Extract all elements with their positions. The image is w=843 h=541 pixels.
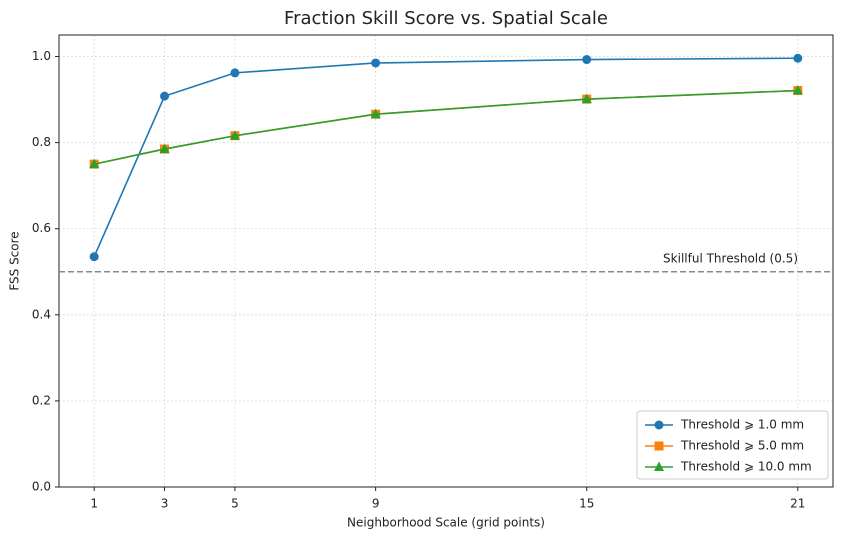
chart-title: Fraction Skill Score vs. Spatial Scale <box>284 8 608 29</box>
marker <box>89 252 99 262</box>
y-tick-label: 0.8 <box>32 135 51 149</box>
legend-marker <box>654 420 664 430</box>
marker <box>792 85 803 95</box>
legend-label: Threshold ⩾ 10.0 mm <box>680 460 812 474</box>
marker <box>230 68 240 78</box>
x-tick-label: 1 <box>90 497 98 511</box>
legend-marker <box>654 441 664 451</box>
marker <box>793 53 803 63</box>
x-axis-label: Neighborhood Scale (grid points) <box>347 516 545 530</box>
y-tick-label: 0.6 <box>32 221 51 235</box>
marker <box>89 158 100 169</box>
marker <box>582 55 592 65</box>
y-tick-label: 1.0 <box>32 49 51 63</box>
legend-label: Threshold ⩾ 1.0 mm <box>680 418 804 432</box>
y-tick-label: 0.4 <box>32 307 51 321</box>
marker <box>159 143 170 154</box>
legend-box <box>636 410 829 480</box>
plot-frame <box>58 34 834 488</box>
marker <box>160 91 170 101</box>
y-axis-label: FSS Score <box>8 231 22 290</box>
x-tick-label: 5 <box>231 497 239 511</box>
marker <box>370 108 381 119</box>
x-tick-label: 21 <box>790 497 805 511</box>
x-tick-label: 15 <box>579 497 594 511</box>
marker <box>371 58 381 68</box>
x-tick-label: 3 <box>161 497 169 511</box>
series-line <box>93 57 798 258</box>
series-line <box>94 89 798 165</box>
threshold-label: Skillful Threshold (0.5) <box>663 251 798 265</box>
marker <box>229 130 240 140</box>
y-tick-label: 0.0 <box>32 480 51 494</box>
marker <box>581 93 592 104</box>
x-tick-label: 9 <box>372 497 380 511</box>
legend-label: Threshold ⩾ 5.0 mm <box>680 439 804 453</box>
series-line <box>94 89 798 165</box>
y-tick-label: 0.2 <box>32 393 51 407</box>
legend-marker <box>654 461 664 471</box>
